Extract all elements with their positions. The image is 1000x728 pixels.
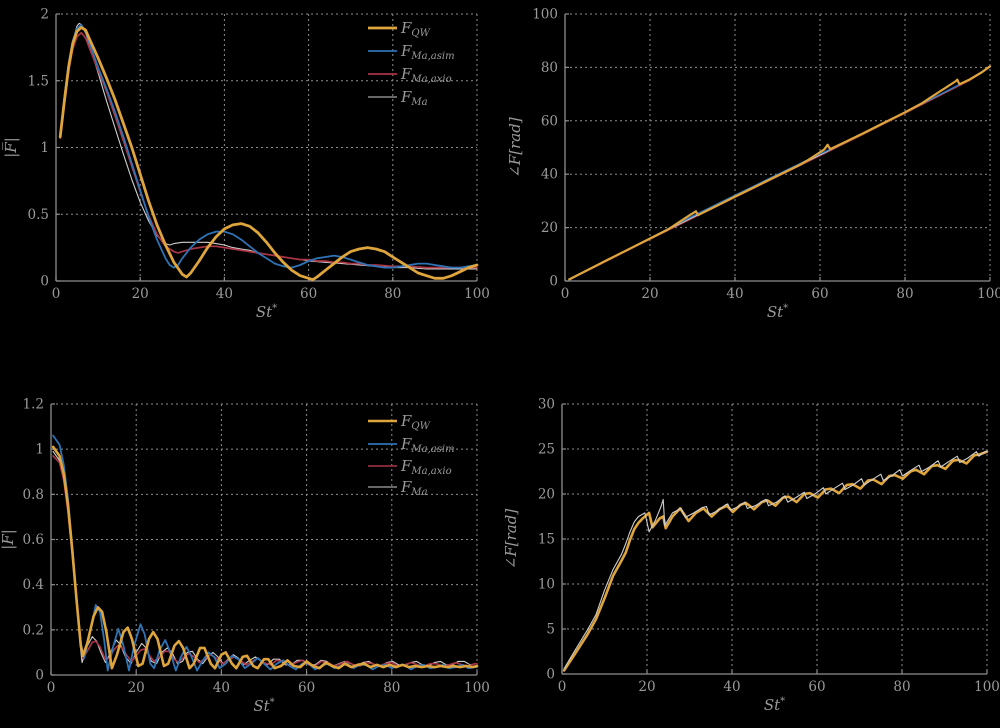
y-tick-label: 0 <box>40 274 49 290</box>
y-tick-label: 0.4 <box>23 577 44 593</box>
y-tick-label: 100 <box>532 7 558 23</box>
legend-label-F_Ma_asim: FMa,asim <box>400 42 455 62</box>
y-tick-label: 1 <box>40 140 49 156</box>
legend-label-F_Ma: FMa <box>400 478 428 498</box>
y-tick-label: 0.2 <box>23 622 44 638</box>
y-tick-label: 0 <box>549 274 558 290</box>
legend-label-F_Ma: FMa <box>400 88 428 108</box>
x-tick-label: 20 <box>128 680 145 696</box>
x-tick-label: 60 <box>300 286 317 302</box>
legend-label-F_Ma_asim: FMa,asim <box>400 435 455 455</box>
y-tick-label: 0.6 <box>23 532 44 548</box>
series-F_Ma_asim <box>59 23 478 269</box>
y-tick-label: 25 <box>538 442 555 458</box>
x-tick-label: 40 <box>216 286 233 302</box>
x-tick-label: 60 <box>808 679 825 695</box>
x-axis-label: St* <box>256 303 277 321</box>
y-tick-label: 20 <box>541 220 558 236</box>
series-F_Ma_axio <box>59 31 478 269</box>
chart-phase-bottom: 0 20 40 60 80 100 0 5 10 15 20 25 30 St* ∠F[rad] <box>502 397 1000 715</box>
series-F_QW <box>568 65 992 281</box>
y-tick-label: 20 <box>538 487 555 503</box>
x-tick-label: 80 <box>896 286 913 302</box>
y-tick-label: 0 <box>35 668 44 684</box>
series-F_QW <box>58 25 479 282</box>
x-tick-label: 40 <box>213 680 230 696</box>
y-tick-label: 0.5 <box>28 207 49 223</box>
x-axis-label: St* <box>767 303 788 321</box>
x-tick-label: 60 <box>811 286 828 302</box>
x-tick-label: 100 <box>977 286 1000 302</box>
x-axis-label: St* <box>253 697 274 715</box>
x-tick-label: 100 <box>974 679 1000 695</box>
legend-label-F_QW: FQW <box>400 19 431 39</box>
x-axis-label: St* <box>764 696 785 714</box>
series-F_Ma <box>563 450 988 670</box>
y-tick-label: 30 <box>538 397 555 413</box>
x-tick-label: 0 <box>52 286 61 302</box>
y-tick-label: 10 <box>538 577 555 593</box>
x-tick-label: 80 <box>384 286 401 302</box>
y-tick-label: 1 <box>35 442 44 458</box>
x-tick-label: 0 <box>47 680 56 696</box>
chart-phase-top: 0 20 40 60 80 100 0 20 40 60 80 100 St* ∠F[rad] <box>506 7 1000 322</box>
y-tick-label: 40 <box>541 167 558 183</box>
x-tick-label: 20 <box>638 679 655 695</box>
y-tick-label: 0.8 <box>23 487 44 503</box>
x-tick-label: 20 <box>132 286 149 302</box>
x-tick-label: 100 <box>464 286 490 302</box>
x-tick-label: 80 <box>383 680 400 696</box>
x-tick-label: 100 <box>464 680 490 696</box>
legend-label-F_Ma_axio: FMa,axio <box>400 457 452 477</box>
x-tick-label: 20 <box>641 286 658 302</box>
x-tick-label: 40 <box>726 286 743 302</box>
x-tick-label: 60 <box>298 680 315 696</box>
chart-magnitude-top: 0 20 40 60 80 100 0 0.5 1 1.5 2 St* |F̅| FQW FMa,asim F… <box>1 7 490 322</box>
y-tick-label: 5 <box>546 622 555 638</box>
y-axis-label: |F̅| <box>0 529 17 550</box>
legend-label-F_Ma_axio: FMa,axio <box>400 65 452 85</box>
y-axis-label: |F̅| <box>1 137 20 158</box>
y-tick-label: 2 <box>40 7 49 23</box>
series-F_QW <box>51 445 479 670</box>
y-tick-label: 1.2 <box>23 397 44 413</box>
y-tick-label: 0 <box>546 667 555 683</box>
x-tick-label: 80 <box>893 679 910 695</box>
x-tick-label: 0 <box>558 679 567 695</box>
y-tick-label: 15 <box>538 532 555 548</box>
y-tick-label: 1.5 <box>28 73 49 89</box>
y-axis-label: ∠F[rad] <box>502 509 520 570</box>
legend-label-F_QW: FQW <box>400 412 431 432</box>
chart-magnitude-bottom: 0 20 40 60 80 100 0 0.2 0.4 0.6 0.8 1 1.2 St* |F̅| FQW F… <box>0 397 490 716</box>
y-axis-label: ∠F[rad] <box>506 117 524 178</box>
series-F_QW <box>562 450 989 672</box>
y-tick-label: 60 <box>541 113 558 129</box>
y-tick-label: 80 <box>541 60 558 76</box>
x-tick-label: 40 <box>723 679 740 695</box>
x-tick-label: 0 <box>561 286 570 302</box>
